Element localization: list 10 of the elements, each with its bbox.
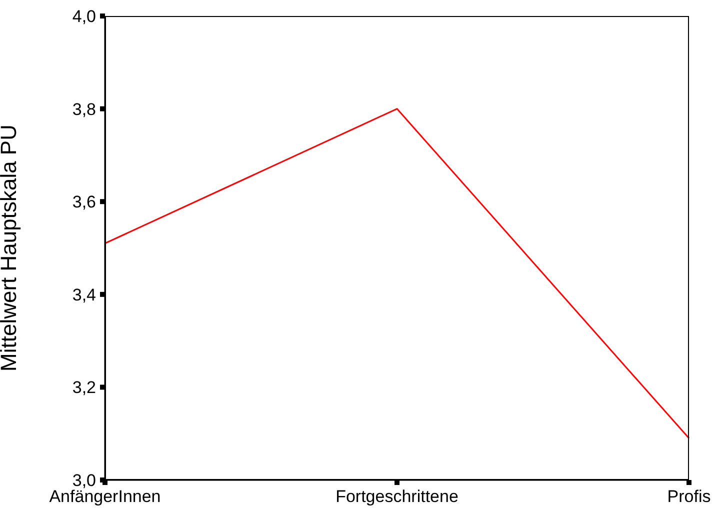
y-tick-label: 3,8 [72, 100, 96, 119]
y-tick-label: 3,6 [72, 192, 96, 212]
y-tick-label: 3,2 [72, 378, 96, 398]
y-tick-label: 4,0 [72, 7, 96, 26]
x-tick-label: Fortgeschrittene [336, 487, 458, 506]
x-tick-label: Profis [667, 487, 711, 506]
y-tick-label: 3,4 [72, 285, 96, 304]
y-tick-label: 3,0 [72, 471, 96, 490]
y-axis-title: Mittelwert Hauptskala PU [0, 124, 21, 372]
x-tick-label: AnfängerInnen [49, 487, 161, 506]
